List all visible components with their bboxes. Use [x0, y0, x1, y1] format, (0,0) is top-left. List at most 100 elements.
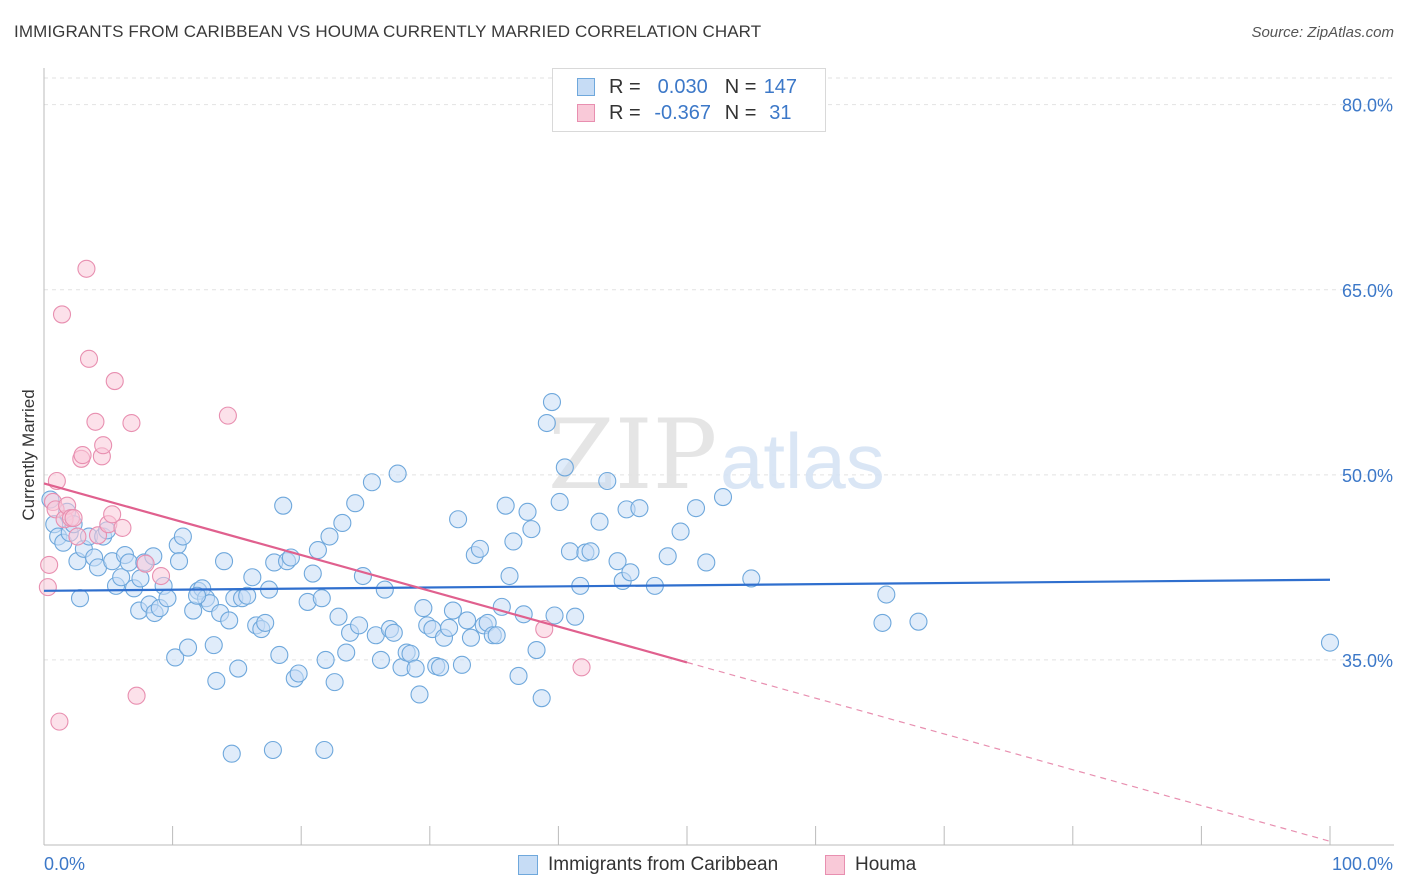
- caribbean-point: [289, 664, 308, 683]
- houma-trend-extension: [686, 661, 1331, 842]
- houma-point: [64, 508, 83, 528]
- caribbean-point: [461, 628, 481, 647]
- caribbean-point: [178, 638, 198, 657]
- caribbean-point: [877, 585, 896, 604]
- caribbean-point: [173, 527, 192, 546]
- axes: [43, 68, 1394, 846]
- caribbean-point: [263, 740, 282, 760]
- houma-point: [38, 578, 57, 597]
- caribbean-point: [590, 512, 609, 531]
- caribbean-point: [452, 655, 472, 674]
- legend-r-value: 0.030: [657, 75, 708, 98]
- caribbean-point: [560, 542, 580, 561]
- caribbean-point: [440, 618, 459, 637]
- caribbean-point: [443, 601, 462, 620]
- x-tick-label: 100.0%: [1332, 854, 1393, 874]
- y-axis-label: Currently Married: [19, 389, 38, 520]
- tick-labels: 35.0% 50.0% 65.0% 80.0% 0.0% 100.0%: [44, 96, 1393, 874]
- caribbean-point: [550, 492, 569, 512]
- legend-row-caribbean: R = 0.030 N = 147: [577, 74, 804, 100]
- legend-r-label: R =: [609, 75, 641, 98]
- caribbean-point: [238, 586, 257, 605]
- caribbean-point: [873, 613, 892, 632]
- caribbean-point: [527, 640, 546, 660]
- caribbean-point: [333, 513, 352, 533]
- houma-point: [151, 566, 171, 586]
- caribbean-point: [621, 563, 640, 582]
- caribbean-point: [169, 552, 189, 571]
- watermark-zip: ZIP: [548, 399, 717, 511]
- caribbean-point: [410, 685, 429, 704]
- chart-title: IMMIGRANTS FROM CARIBBEAN VS HOUMA CURRE…: [14, 22, 762, 41]
- caribbean-point: [308, 541, 327, 560]
- bottom-legend-label-houma: Houma: [855, 854, 917, 875]
- caribbean-point: [686, 499, 706, 518]
- caribbean-point: [119, 553, 138, 572]
- houma-trend-line: [43, 482, 688, 664]
- houma-point: [88, 526, 108, 545]
- houma-point: [94, 436, 113, 455]
- legend-n-label: N =: [724, 101, 757, 124]
- y-tick-label: 35.0%: [1342, 651, 1393, 671]
- watermark-atlas: atlas: [720, 417, 885, 505]
- legend-swatch-houma: [577, 104, 595, 122]
- caribbean-point: [346, 494, 365, 513]
- caribbean-point: [487, 626, 506, 645]
- caribbean-point: [243, 568, 262, 587]
- caribbean-point: [608, 552, 627, 571]
- source-label: Source: ZipAtlas.com: [1251, 24, 1394, 41]
- caribbean-point: [909, 612, 928, 631]
- caribbean-point: [222, 744, 241, 763]
- caribbean-point: [542, 392, 562, 412]
- legend-r-value: -0.367: [654, 101, 712, 124]
- houma-point: [136, 554, 155, 573]
- caribbean-point: [545, 606, 564, 625]
- caribbean-point: [112, 568, 131, 587]
- legend: R = 0.030 N = 147 R = -0.367 N = 31: [552, 68, 826, 132]
- caribbean-point: [388, 464, 407, 483]
- caribbean-point: [384, 623, 403, 642]
- houma-point: [52, 305, 72, 324]
- caribbean-point: [630, 499, 649, 518]
- caribbean-point: [207, 671, 226, 690]
- caribbean-point: [504, 532, 523, 551]
- houma-point: [105, 372, 124, 391]
- caribbean-point: [537, 413, 556, 433]
- houma-point: [572, 658, 591, 677]
- caribbean-point: [500, 566, 519, 586]
- caribbean-point: [312, 589, 331, 608]
- bottom-legend-swatch-caribbean: [518, 855, 538, 875]
- caribbean-point: [518, 502, 537, 521]
- caribbean-point: [509, 666, 528, 686]
- caribbean-point: [320, 527, 339, 546]
- legend-n-label: N =: [724, 75, 757, 98]
- bottom-legend-swatch-houma: [825, 855, 845, 875]
- caribbean-point: [375, 580, 394, 599]
- bottom-legend-houma: Houma: [825, 852, 916, 878]
- caribbean-point: [166, 648, 185, 667]
- caribbean-point: [325, 673, 344, 692]
- watermark: ZIP atlas: [548, 399, 885, 511]
- bottom-legend-label-caribbean: Immigrants from Caribbean: [548, 854, 779, 875]
- caribbean-point: [414, 599, 433, 618]
- caribbean-point: [256, 613, 275, 632]
- legend-row-houma: R = -0.367 N = 31: [577, 100, 804, 126]
- y-tick-label: 50.0%: [1342, 466, 1393, 486]
- houma-point: [113, 518, 132, 537]
- caribbean-point: [449, 510, 468, 529]
- caribbean-point: [532, 689, 551, 708]
- x-tick-label: 0.0%: [44, 854, 85, 874]
- caribbean-point: [555, 458, 574, 477]
- caribbean-point: [598, 471, 617, 491]
- caribbean-point: [315, 740, 334, 760]
- legend-n-value: 147: [763, 75, 798, 98]
- caribbean-point: [362, 473, 381, 492]
- houma-point: [218, 406, 237, 425]
- legend-r-label: R =: [609, 101, 641, 124]
- y-tick-label: 65.0%: [1342, 281, 1393, 301]
- houma-point: [122, 413, 141, 433]
- caribbean-point: [406, 659, 425, 678]
- caribbean-point: [671, 522, 690, 541]
- caribbean-point: [1320, 633, 1340, 652]
